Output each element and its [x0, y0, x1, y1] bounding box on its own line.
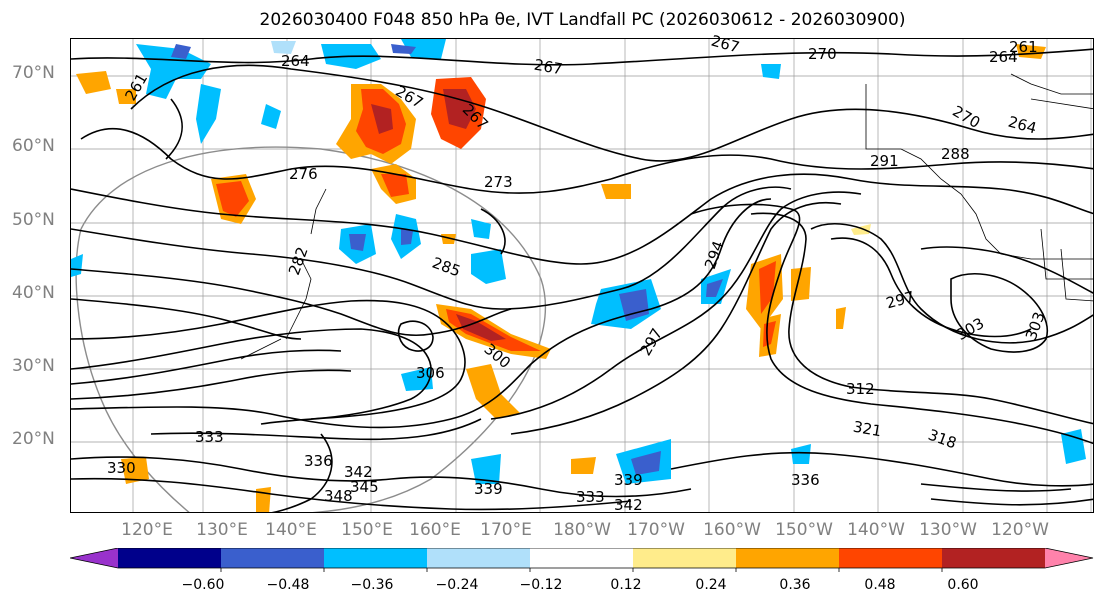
- colorbar-tick-label: 0.48: [864, 577, 896, 593]
- lon-label-120w: 120°W: [991, 520, 1049, 540]
- contour-label: 330: [107, 459, 136, 477]
- contour-label: 291: [870, 152, 899, 170]
- lat-label-60n: 60°N: [12, 136, 55, 156]
- colorbar-swatch: [633, 548, 737, 568]
- lon-label-140w: 140°W: [847, 520, 905, 540]
- contour-label: 333: [195, 428, 224, 446]
- contour-label: 342: [614, 496, 643, 514]
- colorbar-swatch: [324, 548, 428, 568]
- contour-label: 270: [808, 45, 837, 63]
- contour-label: 333: [576, 488, 605, 506]
- colorbar-tick-label: 0.60: [947, 577, 979, 593]
- lon-label-130w: 130°W: [919, 520, 977, 540]
- ivt-pc-positive-shading: [76, 44, 1046, 512]
- colorbar-swatch: [839, 548, 943, 568]
- map-panel[interactable]: [70, 38, 1094, 513]
- colorbar-extend-min: [70, 548, 118, 568]
- contour-label: 339: [614, 471, 643, 489]
- lon-label-160w: 160°W: [703, 520, 761, 540]
- contour-label: 288: [941, 145, 970, 163]
- colorbar-swatch: [942, 548, 1046, 568]
- colorbar-swatch: [221, 548, 325, 568]
- theta-e-map: [71, 39, 1093, 512]
- contour-label: 336: [304, 452, 333, 470]
- map-title: 2026030400 F048 850 hPa θe, IVT Landfall…: [259, 10, 906, 30]
- contour-label: 273: [484, 173, 513, 191]
- contour-label: 276: [289, 165, 318, 183]
- contour-label: 261: [1009, 38, 1038, 56]
- contour-label: 264: [989, 48, 1018, 66]
- contour-label: 345: [350, 478, 379, 496]
- contour-label: 267: [532, 55, 564, 79]
- colorbar-tick-label: 0.12: [610, 577, 642, 593]
- colorbar-swatch: [427, 548, 531, 568]
- coastlines: [240, 73, 1093, 360]
- colorbar-swatch: [530, 548, 634, 568]
- lat-label-40n: 40°N: [12, 283, 55, 303]
- contour-label: 348: [324, 487, 353, 505]
- contour-label: 342: [344, 463, 373, 481]
- colorbar-tick-label: −0.12: [519, 577, 563, 593]
- theta-e-contours: [71, 48, 1093, 512]
- contour-label: 312: [846, 380, 875, 398]
- lat-label-70n: 70°N: [12, 63, 55, 83]
- lon-label-150e: 150°E: [341, 520, 393, 540]
- colorbar-tick-label: −0.60: [181, 577, 225, 593]
- contour-label: 321: [851, 417, 883, 441]
- colorbar-tick-label: −0.24: [435, 577, 479, 593]
- colorbar-outline: [70, 548, 1094, 569]
- ivt-pc-negative-shading: [71, 39, 1086, 484]
- contour-label: 306: [416, 364, 445, 382]
- lon-label-170w: 170°W: [627, 520, 685, 540]
- contour-label: 336: [791, 471, 820, 489]
- colorbar-tick-label: −0.48: [266, 577, 310, 593]
- lon-label-130e: 130°E: [196, 520, 248, 540]
- colorbar-tick-label: 0.24: [695, 577, 727, 593]
- colorbar-tick-label: 0.36: [779, 577, 811, 593]
- colorbar-swatch: [736, 548, 840, 568]
- lon-label-180w: 180°W: [553, 520, 611, 540]
- colorbar-extend-max: [1045, 548, 1093, 568]
- lon-label-170e: 170°E: [480, 520, 532, 540]
- lon-label-120e: 120°E: [121, 520, 173, 540]
- contour-label: 339: [474, 480, 503, 498]
- lat-label-20n: 20°N: [12, 429, 55, 449]
- colorbar: [70, 548, 1094, 572]
- lat-label-30n: 30°N: [12, 356, 55, 376]
- lat-label-50n: 50°N: [12, 210, 55, 230]
- lon-label-160e: 160°E: [409, 520, 461, 540]
- contour-label: 264: [281, 52, 310, 70]
- lon-label-140e: 140°E: [265, 520, 317, 540]
- colorbar-swatch: [118, 548, 222, 568]
- lon-label-150w: 150°W: [775, 520, 833, 540]
- colorbar-tick-label: −0.36: [350, 577, 394, 593]
